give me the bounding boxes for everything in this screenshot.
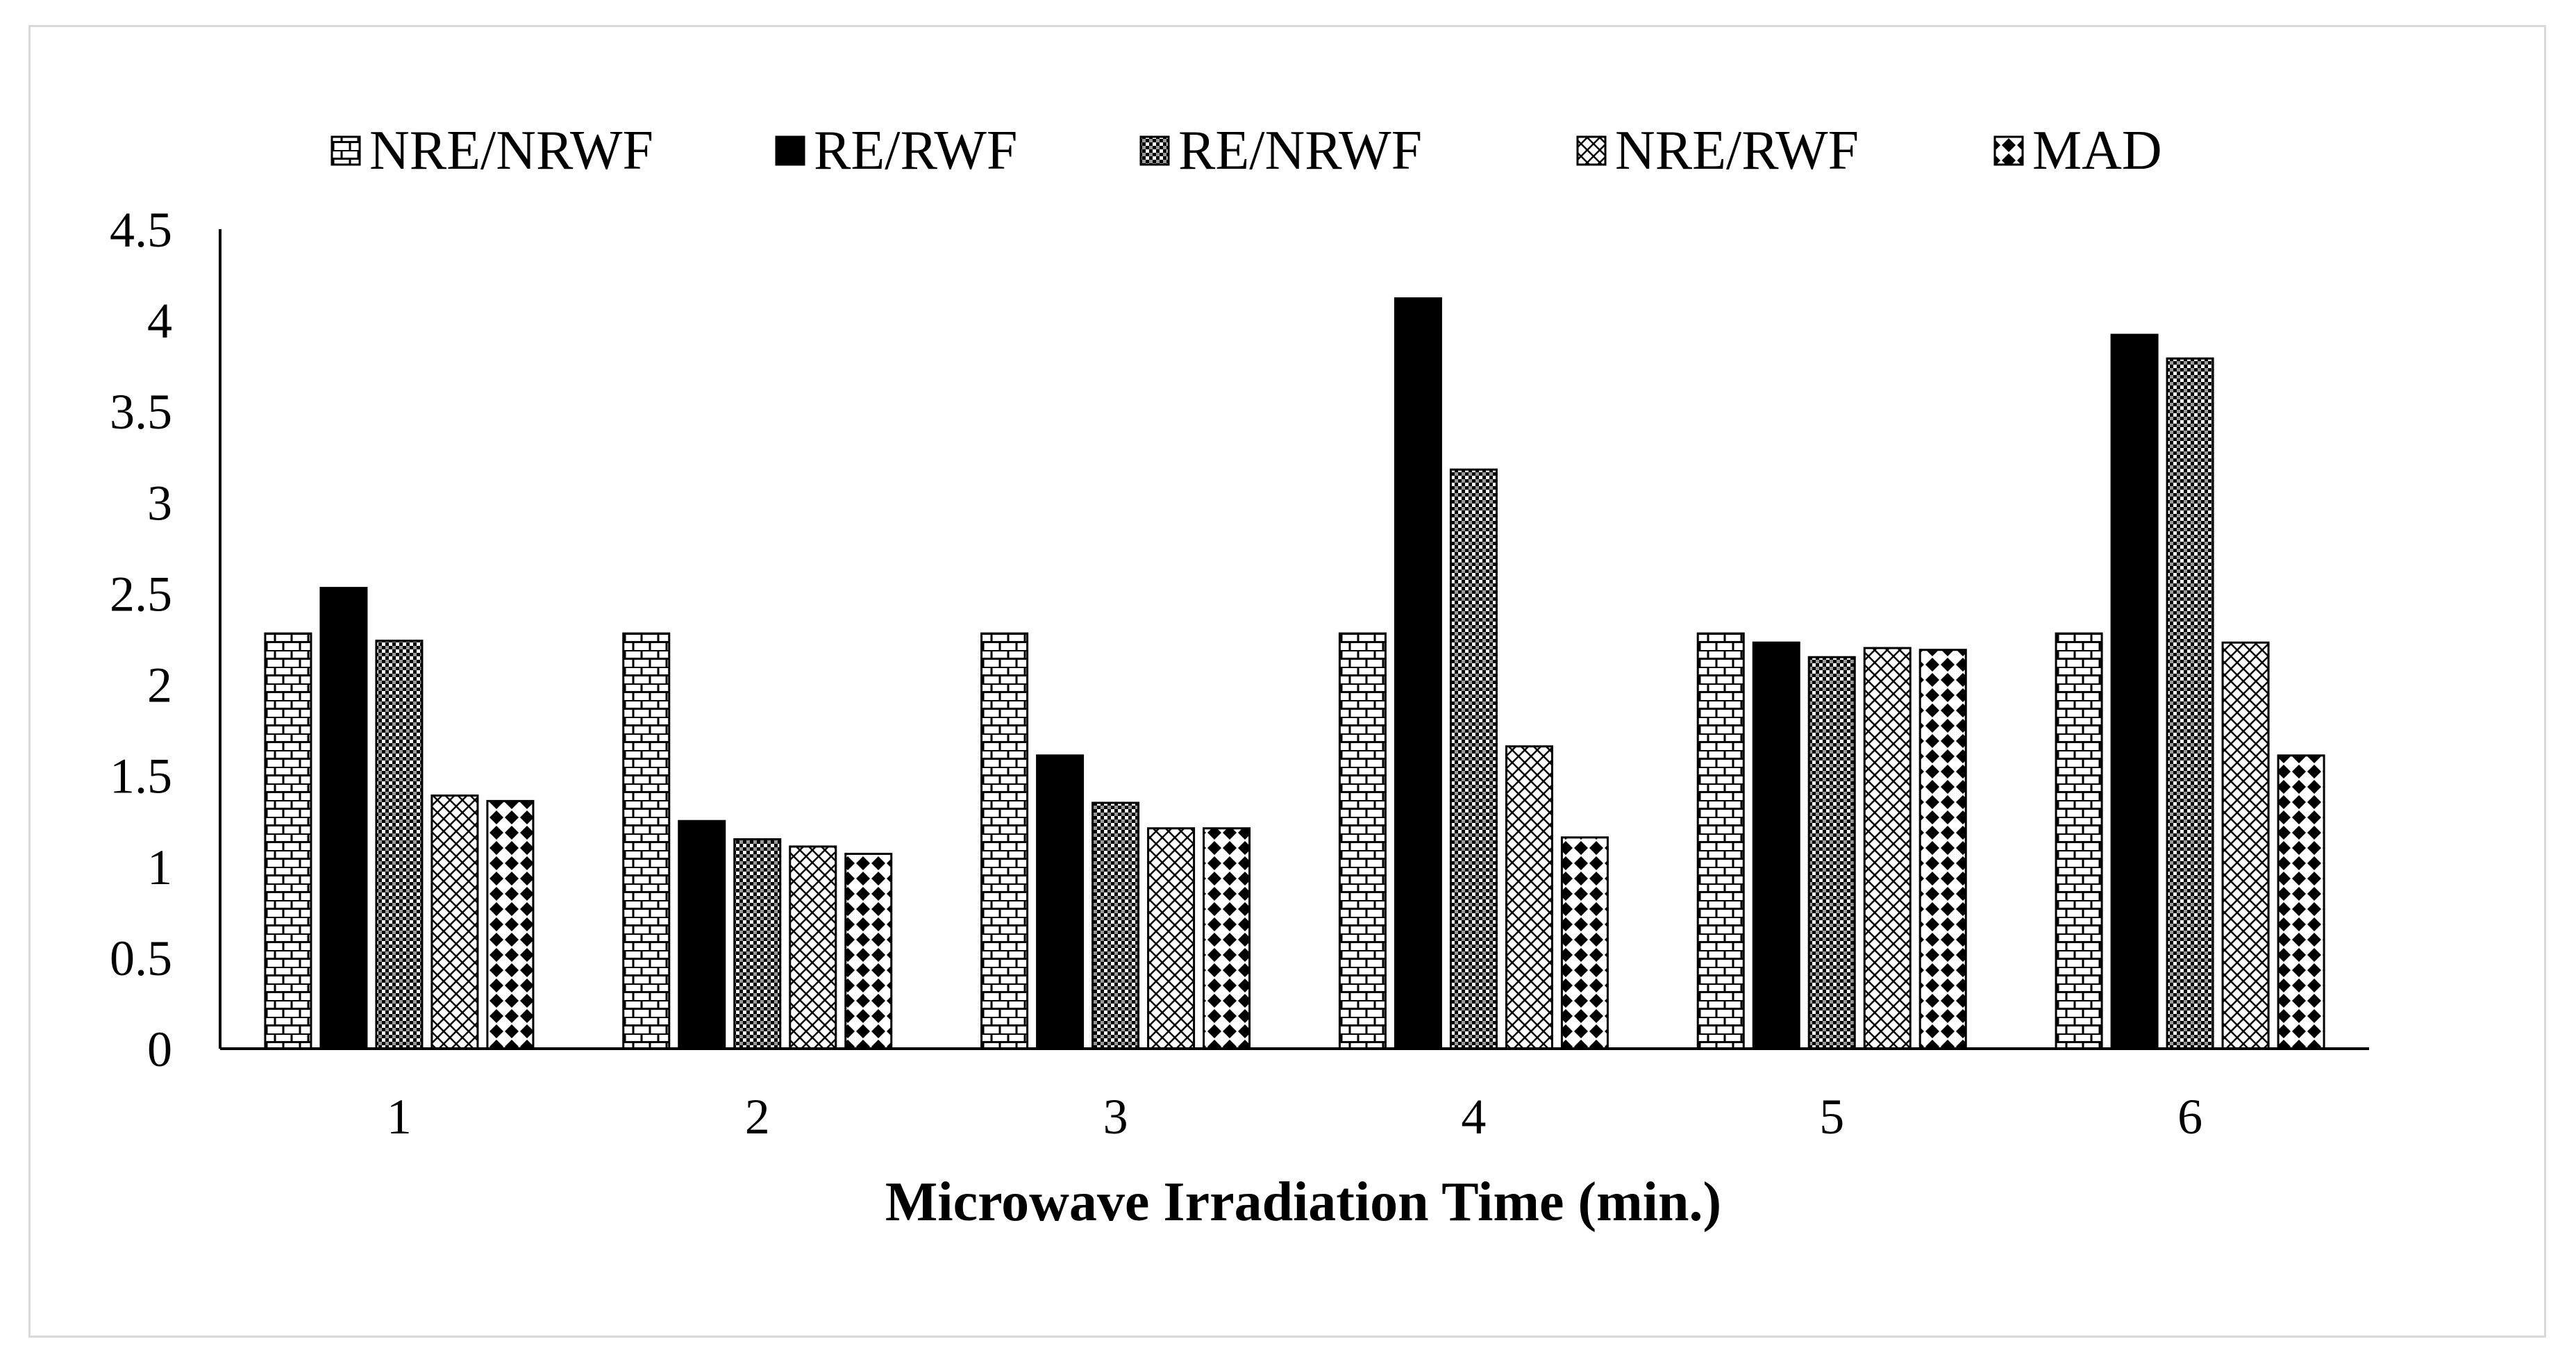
- bar-nre-nrwf-1: [264, 632, 312, 1050]
- y-tick-label: 3: [147, 475, 172, 531]
- x-tick-label: 6: [2177, 1089, 2202, 1145]
- legend-swatch: [1139, 135, 1170, 166]
- bar-mad-4: [1560, 836, 1609, 1050]
- bar-re-rwf-5: [1752, 641, 1800, 1050]
- legend-label: NRE/RWF: [1615, 120, 1859, 181]
- bar-mad-5: [1918, 649, 1967, 1050]
- bar-re-rwf-6: [2110, 333, 2159, 1050]
- legend-label: RE/RWF: [814, 120, 1017, 181]
- y-tick-label: 4: [147, 293, 172, 349]
- bar-nre-nrwf-6: [2055, 632, 2103, 1050]
- bar-mad-6: [2277, 754, 2325, 1050]
- legend-swatch: [331, 135, 361, 166]
- legend-item-mad: MAD: [1993, 120, 2162, 181]
- bar-nre-rwf-5: [1863, 647, 1912, 1050]
- bar-nre-rwf-1: [430, 795, 479, 1050]
- bar-re-nrwf-2: [733, 838, 782, 1050]
- bar-mad-3: [1203, 827, 1251, 1050]
- x-tick-label: 5: [1819, 1089, 1844, 1145]
- bar-re-rwf-4: [1394, 297, 1442, 1050]
- bar-mad-1: [486, 799, 535, 1050]
- legend-swatch: [1576, 135, 1607, 166]
- y-tick-label: 4.5: [110, 202, 172, 258]
- bar-nre-nrwf-5: [1696, 632, 1745, 1050]
- bar-mad-2: [844, 852, 893, 1050]
- bar-re-nrwf-3: [1092, 801, 1140, 1050]
- bar-nre-nrwf-4: [1338, 632, 1387, 1050]
- x-tick-label: 2: [745, 1089, 770, 1145]
- legend-item-nre-rwf: NRE/RWF: [1576, 120, 1859, 181]
- bar-re-rwf-1: [319, 587, 368, 1050]
- legend-label: RE/NRWF: [1178, 120, 1422, 181]
- bar-nre-rwf-4: [1505, 745, 1553, 1050]
- bar-re-nrwf-6: [2166, 357, 2214, 1050]
- legend: NRE/NRWF RE/RWF RE/NRWF NRE/RWF MAD: [331, 120, 2162, 181]
- legend-label: NRE/NRWF: [369, 120, 653, 181]
- bar-nre-rwf-6: [2221, 641, 2270, 1050]
- bar-nre-rwf-3: [1147, 827, 1196, 1050]
- y-tick-label: 2: [147, 658, 172, 713]
- bar-re-nrwf-4: [1449, 468, 1498, 1050]
- legend-item-re-nrwf: RE/NRWF: [1139, 120, 1422, 181]
- bar-re-nrwf-1: [375, 640, 424, 1050]
- legend-item-nre-nrwf: NRE/NRWF: [331, 120, 653, 181]
- legend-item-re-rwf: RE/RWF: [775, 120, 1017, 181]
- x-tick-label: 1: [387, 1089, 412, 1145]
- x-axis-ticks: 1 2 3 4 5 6: [387, 1089, 2202, 1145]
- bar-re-nrwf-5: [1807, 656, 1856, 1050]
- y-tick-label: 3.5: [110, 384, 172, 440]
- bar-nre-rwf-2: [789, 845, 837, 1050]
- legend-label: MAD: [2032, 120, 2162, 181]
- y-axis-ticks: 0 0.5 1 1.5 2 2.5 3 3.5 4 4.5: [110, 202, 172, 1077]
- legend-swatch: [1993, 135, 2024, 166]
- bars: [264, 297, 2325, 1050]
- y-tick-label: 1.5: [110, 749, 172, 804]
- y-tick-label: 2.5: [110, 566, 172, 622]
- bar-re-rwf-2: [678, 820, 726, 1050]
- bar-nre-nrwf-3: [980, 632, 1029, 1050]
- x-tick-label: 3: [1103, 1089, 1128, 1145]
- bar-nre-nrwf-2: [622, 632, 671, 1050]
- x-axis-label: Microwave Irradiation Time (min.): [885, 1172, 1721, 1233]
- x-tick-label: 4: [1461, 1089, 1486, 1145]
- y-tick-label: 0: [147, 1022, 172, 1077]
- bar-re-rwf-3: [1036, 754, 1085, 1050]
- y-tick-label: 0.5: [110, 931, 172, 986]
- y-tick-label: 1: [147, 840, 172, 895]
- legend-swatch: [775, 135, 805, 166]
